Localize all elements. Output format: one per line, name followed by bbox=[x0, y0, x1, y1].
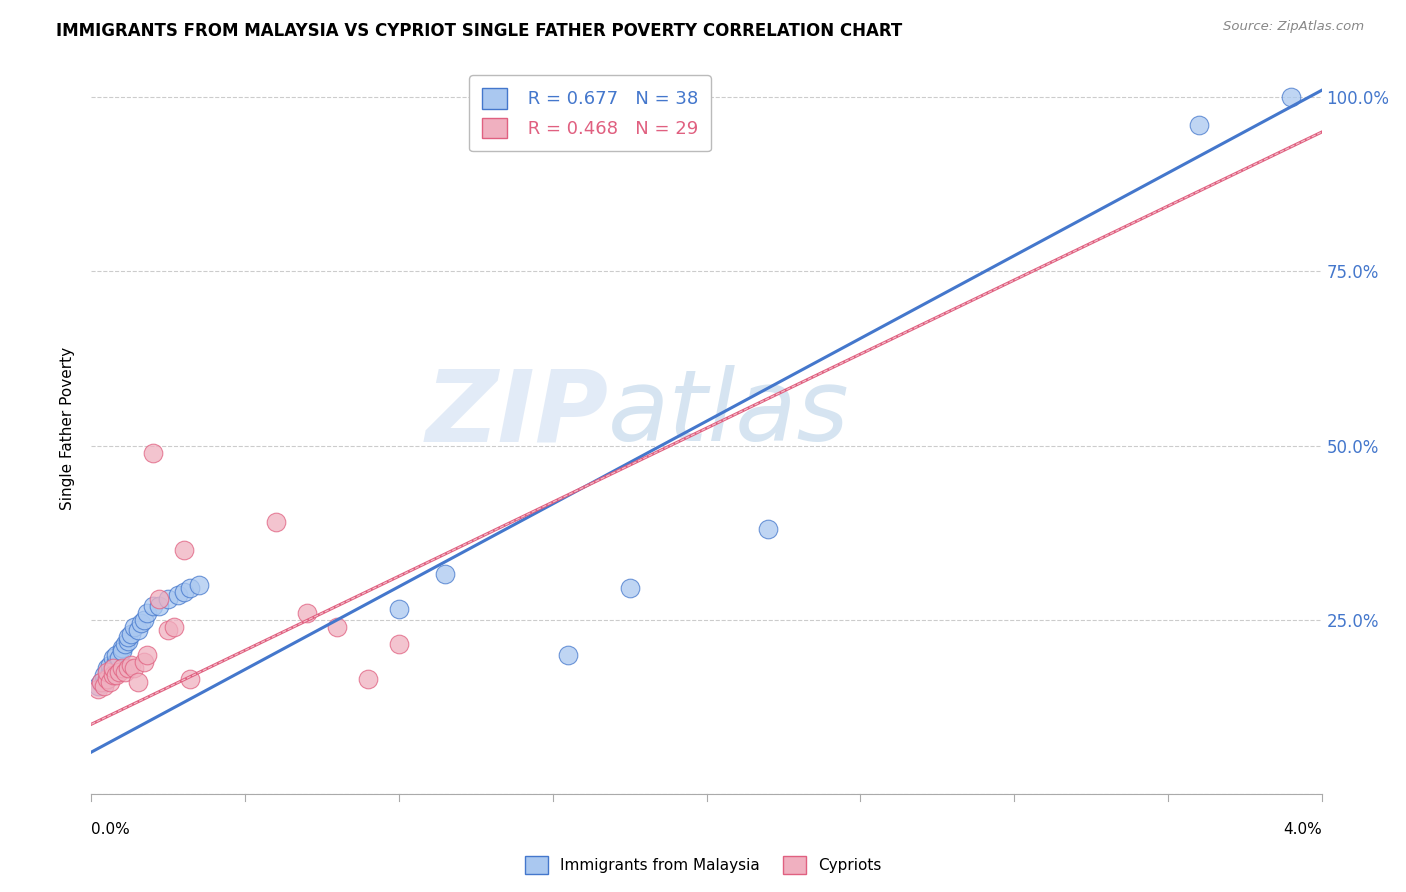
Point bbox=[96, 672, 118, 686]
Point bbox=[129, 616, 152, 631]
Point bbox=[124, 661, 146, 675]
Point bbox=[117, 633, 139, 648]
Point bbox=[90, 675, 112, 690]
Point bbox=[434, 567, 457, 582]
Point bbox=[96, 665, 118, 679]
Point bbox=[93, 668, 115, 682]
Point bbox=[163, 620, 186, 634]
Point bbox=[105, 648, 127, 662]
Point bbox=[105, 668, 127, 682]
Point bbox=[388, 602, 411, 616]
Point bbox=[93, 675, 115, 690]
Point bbox=[117, 661, 139, 675]
Point bbox=[173, 543, 195, 558]
Point bbox=[132, 655, 155, 669]
Point bbox=[157, 591, 180, 606]
Point bbox=[101, 651, 124, 665]
Point bbox=[132, 613, 155, 627]
Point bbox=[98, 658, 121, 673]
Point bbox=[111, 640, 134, 655]
Point bbox=[179, 582, 201, 596]
Point bbox=[1187, 118, 1209, 132]
Point bbox=[619, 582, 641, 596]
Text: 0.0%: 0.0% bbox=[91, 822, 131, 837]
Point bbox=[120, 626, 142, 640]
Point bbox=[1279, 90, 1302, 104]
Point bbox=[120, 658, 142, 673]
Point bbox=[557, 648, 579, 662]
Point bbox=[135, 606, 157, 620]
Point bbox=[124, 620, 146, 634]
Point bbox=[86, 679, 108, 693]
Point bbox=[295, 606, 318, 620]
Text: 4.0%: 4.0% bbox=[1282, 822, 1322, 837]
Point bbox=[114, 665, 136, 679]
Point bbox=[111, 644, 134, 658]
Point bbox=[166, 588, 188, 602]
Text: IMMIGRANTS FROM MALAYSIA VS CYPRIOT SINGLE FATHER POVERTY CORRELATION CHART: IMMIGRANTS FROM MALAYSIA VS CYPRIOT SING… bbox=[56, 22, 903, 40]
Point bbox=[127, 675, 149, 690]
Text: atlas: atlas bbox=[607, 365, 849, 462]
Point bbox=[101, 661, 124, 675]
Point bbox=[142, 599, 165, 613]
Point bbox=[114, 637, 136, 651]
Point bbox=[326, 620, 349, 634]
Point bbox=[135, 648, 157, 662]
Point bbox=[93, 679, 115, 693]
Point bbox=[86, 682, 108, 697]
Point bbox=[98, 665, 121, 679]
Point bbox=[127, 623, 149, 637]
Text: ZIP: ZIP bbox=[425, 365, 607, 462]
Point bbox=[105, 655, 127, 669]
Point bbox=[96, 661, 118, 675]
Point bbox=[90, 675, 112, 690]
Point bbox=[108, 651, 131, 665]
Point bbox=[179, 672, 201, 686]
Point bbox=[756, 522, 779, 536]
Point bbox=[108, 665, 131, 679]
Point bbox=[98, 675, 121, 690]
Point bbox=[148, 599, 170, 613]
Point bbox=[101, 661, 124, 675]
Point bbox=[96, 672, 118, 686]
Point bbox=[111, 661, 134, 675]
Point bbox=[142, 445, 165, 459]
Point bbox=[148, 591, 170, 606]
Point bbox=[157, 623, 180, 637]
Legend: Immigrants from Malaysia, Cypriots: Immigrants from Malaysia, Cypriots bbox=[519, 850, 887, 880]
Point bbox=[357, 672, 380, 686]
Point bbox=[264, 515, 287, 529]
Point bbox=[117, 630, 139, 644]
Point bbox=[388, 637, 411, 651]
Point bbox=[101, 668, 124, 682]
Point bbox=[173, 585, 195, 599]
Text: Source: ZipAtlas.com: Source: ZipAtlas.com bbox=[1223, 20, 1364, 33]
Point bbox=[188, 578, 211, 592]
Y-axis label: Single Father Poverty: Single Father Poverty bbox=[60, 347, 76, 509]
Legend:  R = 0.677   N = 38,  R = 0.468   N = 29: R = 0.677 N = 38, R = 0.468 N = 29 bbox=[470, 75, 711, 151]
